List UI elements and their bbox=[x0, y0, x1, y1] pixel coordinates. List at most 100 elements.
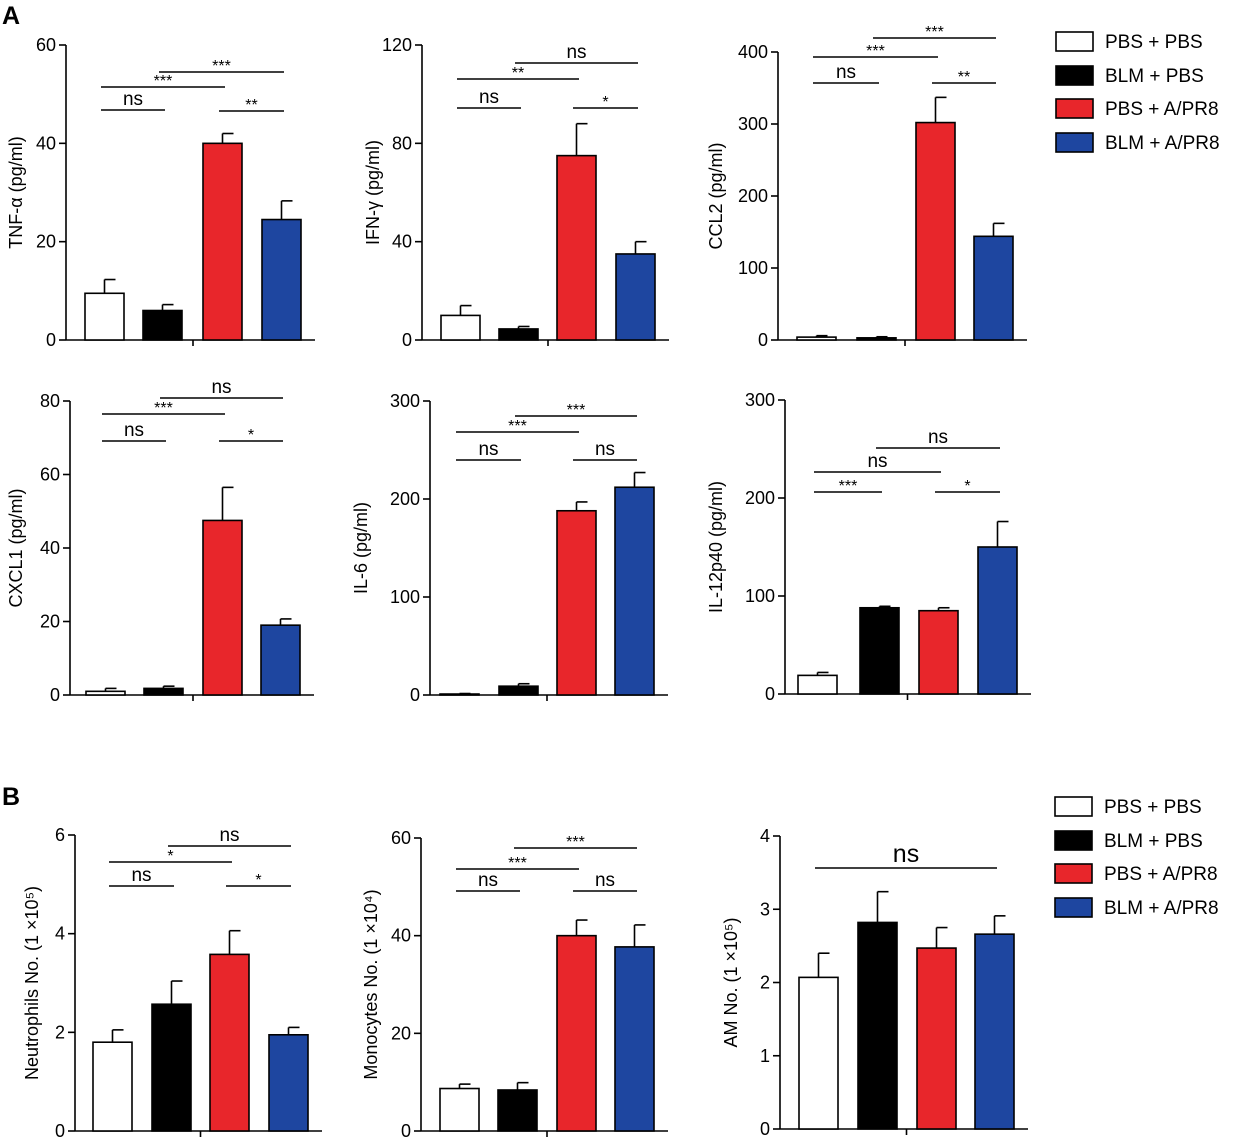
y-axis-title: CCL2 (pg/ml) bbox=[706, 142, 726, 249]
legend-swatch bbox=[1055, 98, 1094, 119]
y-axis-title: IL-12p40 (pg/ml) bbox=[706, 481, 726, 613]
y-tick-label: 2 bbox=[760, 973, 770, 993]
bar-3 bbox=[918, 609, 959, 695]
y-tick-label: 300 bbox=[738, 114, 768, 134]
y-tick-label: 0 bbox=[410, 685, 420, 705]
bar-3 bbox=[202, 519, 243, 696]
bar-3 bbox=[202, 142, 243, 341]
significance-label: * bbox=[248, 427, 254, 444]
significance-label: ** bbox=[245, 97, 257, 114]
y-axis-title: Monocytes No. (1 ×10⁴) bbox=[361, 889, 381, 1079]
chart-6: 0 100 200 300 IL-12p40 (pg/ml) *** ns ns * bbox=[706, 390, 1031, 704]
legend-swatch bbox=[1054, 863, 1093, 884]
bar-1 bbox=[92, 1041, 133, 1132]
y-tick-label: 300 bbox=[390, 391, 420, 411]
y-tick-label: 0 bbox=[46, 330, 56, 350]
bar-3 bbox=[916, 947, 957, 1130]
significance-label: ** bbox=[512, 65, 524, 82]
y-tick-label: 40 bbox=[36, 133, 56, 153]
significance-label: *** bbox=[866, 43, 885, 60]
chart-7: 0 2 4 6 Neutrophils No. (1 ×10⁵) ns * ns * bbox=[22, 825, 322, 1141]
panel-label-a: A bbox=[2, 2, 20, 30]
significance-label: ** bbox=[958, 69, 970, 86]
significance-label: ns bbox=[836, 62, 856, 83]
y-tick-label: 100 bbox=[745, 586, 775, 606]
significance-label: *** bbox=[154, 400, 173, 417]
y-tick-label: 200 bbox=[745, 488, 775, 508]
y-tick-label: 100 bbox=[738, 258, 768, 278]
significance-label: * bbox=[255, 872, 261, 889]
y-tick-label: 3 bbox=[760, 899, 770, 919]
significance-label: ns bbox=[928, 427, 948, 448]
chart-2: 0 40 80 120 IFN-γ (pg/ml) ns ** ns * bbox=[363, 35, 669, 350]
bar-2 bbox=[498, 328, 539, 341]
legend-label: BLM + PBS bbox=[1105, 66, 1204, 87]
bar-4 bbox=[977, 546, 1018, 695]
significance-label: *** bbox=[508, 418, 527, 435]
legend-label: BLM + A/PR8 bbox=[1104, 898, 1219, 919]
bar-2 bbox=[498, 685, 539, 696]
bar-2 bbox=[143, 687, 184, 696]
y-axis-title: IFN-γ (pg/ml) bbox=[363, 140, 383, 245]
bar-4 bbox=[973, 235, 1014, 341]
y-tick-label: 1 bbox=[760, 1046, 770, 1066]
bar-2 bbox=[857, 921, 898, 1130]
y-tick-label: 40 bbox=[391, 926, 411, 946]
y-tick-label: 0 bbox=[760, 1119, 770, 1139]
significance-label: ns bbox=[131, 865, 151, 886]
significance-label: *** bbox=[212, 58, 231, 75]
bar-4 bbox=[268, 1034, 309, 1132]
significance-label: ns bbox=[478, 439, 498, 460]
panel-label-b: B bbox=[2, 783, 20, 811]
bar-2 bbox=[142, 309, 183, 341]
y-tick-label: 400 bbox=[738, 42, 768, 62]
significance-label: ns bbox=[867, 451, 887, 472]
y-tick-label: 60 bbox=[40, 465, 60, 485]
bar-2 bbox=[856, 337, 897, 341]
bar-3 bbox=[209, 953, 250, 1132]
y-tick-label: 6 bbox=[55, 825, 65, 845]
bar-4 bbox=[974, 933, 1015, 1130]
significance-label: *** bbox=[567, 402, 586, 419]
significance-label: ns bbox=[123, 89, 143, 110]
y-tick-label: 40 bbox=[392, 232, 412, 252]
chart-8: 0 20 40 60 Monocytes No. (1 ×10⁴) ns *** *** ns bbox=[361, 828, 668, 1141]
significance-label: ns bbox=[219, 825, 239, 846]
significance-label: *** bbox=[566, 834, 585, 851]
significance-label: ns bbox=[211, 377, 231, 398]
y-tick-label: 300 bbox=[745, 390, 775, 410]
y-tick-label: 20 bbox=[40, 612, 60, 632]
legend-swatch bbox=[1055, 65, 1094, 86]
bar-3 bbox=[915, 121, 956, 341]
significance-label: * bbox=[602, 94, 608, 111]
legend-swatch bbox=[1054, 897, 1093, 918]
y-tick-label: 120 bbox=[382, 35, 412, 55]
significance-label: *** bbox=[508, 855, 527, 872]
y-tick-label: 20 bbox=[391, 1023, 411, 1043]
y-tick-label: 0 bbox=[765, 684, 775, 704]
y-tick-label: 200 bbox=[390, 489, 420, 509]
legend-label: PBS + PBS bbox=[1104, 797, 1202, 818]
y-tick-label: 0 bbox=[402, 330, 412, 350]
y-axis-title: AM No. (1 ×10⁵) bbox=[721, 917, 741, 1047]
legend-swatch bbox=[1055, 31, 1094, 52]
significance-label: ns bbox=[479, 87, 499, 108]
bar-1 bbox=[85, 690, 126, 696]
bar-3 bbox=[556, 509, 597, 696]
y-tick-label: 0 bbox=[401, 1121, 411, 1141]
bar-4 bbox=[614, 946, 655, 1132]
significance-label: ns bbox=[595, 439, 615, 460]
y-tick-label: 80 bbox=[392, 133, 412, 153]
significance-label: ns bbox=[566, 42, 586, 63]
legend-label: PBS + PBS bbox=[1105, 32, 1203, 53]
bar-2 bbox=[151, 1003, 192, 1132]
y-axis-title: Neutrophils No. (1 ×10⁵) bbox=[22, 886, 42, 1080]
legend-2: PBS + PBS BLM + PBS PBS + A/PR8 BLM + A/PR8 bbox=[1054, 796, 1219, 919]
bar-1 bbox=[798, 976, 839, 1130]
bar-4 bbox=[261, 218, 302, 341]
significance-label: * bbox=[167, 848, 173, 865]
